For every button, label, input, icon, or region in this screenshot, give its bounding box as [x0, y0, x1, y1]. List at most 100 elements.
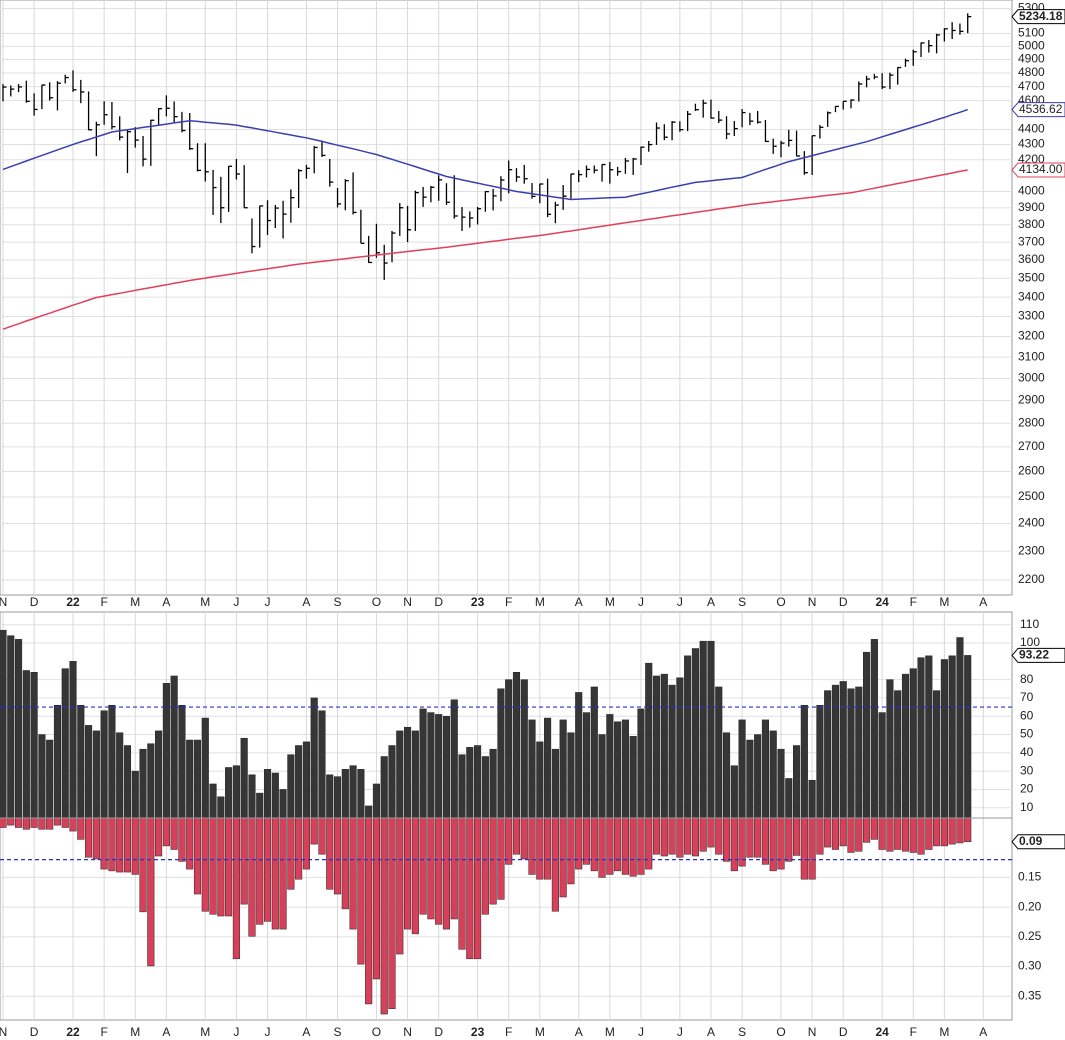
value-tag-label: 4134.00	[1019, 162, 1063, 176]
bar	[652, 675, 661, 819]
bar	[232, 817, 240, 960]
bar	[730, 817, 738, 872]
x-tick-label: A	[707, 595, 715, 609]
bar	[435, 817, 443, 925]
bar	[722, 817, 731, 862]
bar	[559, 817, 567, 898]
x-tick-label: O	[372, 595, 381, 609]
bar	[404, 817, 412, 930]
y-tick-label: 70	[1020, 690, 1034, 704]
moving-average-line	[2, 108, 968, 201]
moving-average-line	[2, 169, 968, 330]
bar	[0, 817, 7, 828]
y-tick-label: 4700	[1018, 79, 1045, 93]
y-tick-label: 2400	[1018, 516, 1045, 530]
bar	[652, 817, 661, 855]
x-tick-label: N	[808, 595, 817, 609]
bar	[925, 655, 933, 819]
y-tick-label: 3000	[1018, 371, 1045, 385]
bar	[582, 817, 591, 865]
x-tick-label: A	[575, 1025, 583, 1039]
bar	[878, 712, 886, 819]
y-tick-label: 3500	[1018, 270, 1045, 284]
bar	[256, 817, 264, 925]
y-tick-label: 3200	[1018, 329, 1045, 343]
bar	[302, 741, 310, 819]
bar	[46, 817, 54, 830]
bar	[100, 710, 108, 819]
bar	[567, 732, 575, 819]
bar	[22, 817, 30, 830]
bar	[131, 817, 139, 875]
bar	[295, 817, 303, 880]
y-tick-label: 2300	[1018, 543, 1045, 557]
bar	[38, 734, 46, 819]
y-tick-label: 5100	[1018, 26, 1045, 40]
bar	[933, 817, 941, 847]
bar	[769, 730, 777, 819]
bar	[590, 817, 598, 872]
x-tick-label: A	[707, 1025, 715, 1039]
bar	[372, 817, 380, 980]
bar	[575, 817, 583, 870]
x-tick-label: F	[910, 1025, 917, 1039]
y-tick-label: 2500	[1018, 489, 1045, 503]
bar	[341, 769, 349, 819]
bar	[785, 778, 793, 819]
x-tick-label: D	[30, 1025, 39, 1039]
x-tick-label: O	[372, 1025, 381, 1039]
bar	[754, 817, 762, 858]
x-tick-label: J	[265, 1025, 271, 1039]
bar	[411, 730, 419, 819]
bar	[326, 774, 334, 819]
bar	[831, 684, 840, 819]
bar	[77, 704, 85, 819]
bar	[637, 817, 645, 875]
bar	[53, 817, 62, 826]
bar	[123, 745, 132, 819]
y-tick-label: 20	[1020, 782, 1034, 796]
bar	[108, 704, 116, 819]
y-tick-label: 80	[1020, 672, 1034, 686]
bar	[287, 817, 295, 890]
y-tick-label: 4000	[1018, 184, 1045, 198]
bar	[466, 747, 474, 819]
y2-tick-label: 0.30	[1018, 959, 1042, 973]
bar	[512, 817, 521, 855]
bar	[77, 817, 85, 840]
bar	[544, 717, 552, 819]
x-tick-label: J	[265, 595, 271, 609]
bar	[863, 817, 871, 843]
bar	[676, 677, 684, 819]
bar	[901, 673, 910, 819]
plot-area	[0, 611, 1013, 1021]
bar	[777, 748, 785, 819]
bar	[474, 745, 482, 819]
bar	[528, 719, 536, 819]
x-tick-label: D	[30, 595, 39, 609]
bar	[396, 730, 404, 819]
bar	[606, 714, 614, 819]
y-tick-label: 40	[1020, 745, 1034, 759]
bar	[839, 681, 847, 819]
bar	[754, 734, 762, 819]
bar	[201, 817, 209, 912]
bar	[248, 774, 256, 819]
value-tag-label: 4536.62	[1019, 102, 1063, 116]
x-tick-label: M	[130, 1025, 140, 1039]
bar	[380, 817, 388, 1015]
bar	[940, 659, 948, 819]
y-tick-label: 3600	[1018, 252, 1045, 266]
x-tick-label: O	[776, 595, 785, 609]
bar	[15, 817, 23, 828]
bar	[349, 817, 357, 930]
bar	[777, 817, 785, 870]
bar	[536, 741, 544, 819]
x-tick-label: F	[505, 1025, 512, 1039]
bar	[940, 817, 948, 847]
bar	[263, 817, 272, 922]
bar	[497, 817, 505, 900]
x-tick-label: A	[162, 1025, 170, 1039]
bar	[808, 780, 816, 819]
